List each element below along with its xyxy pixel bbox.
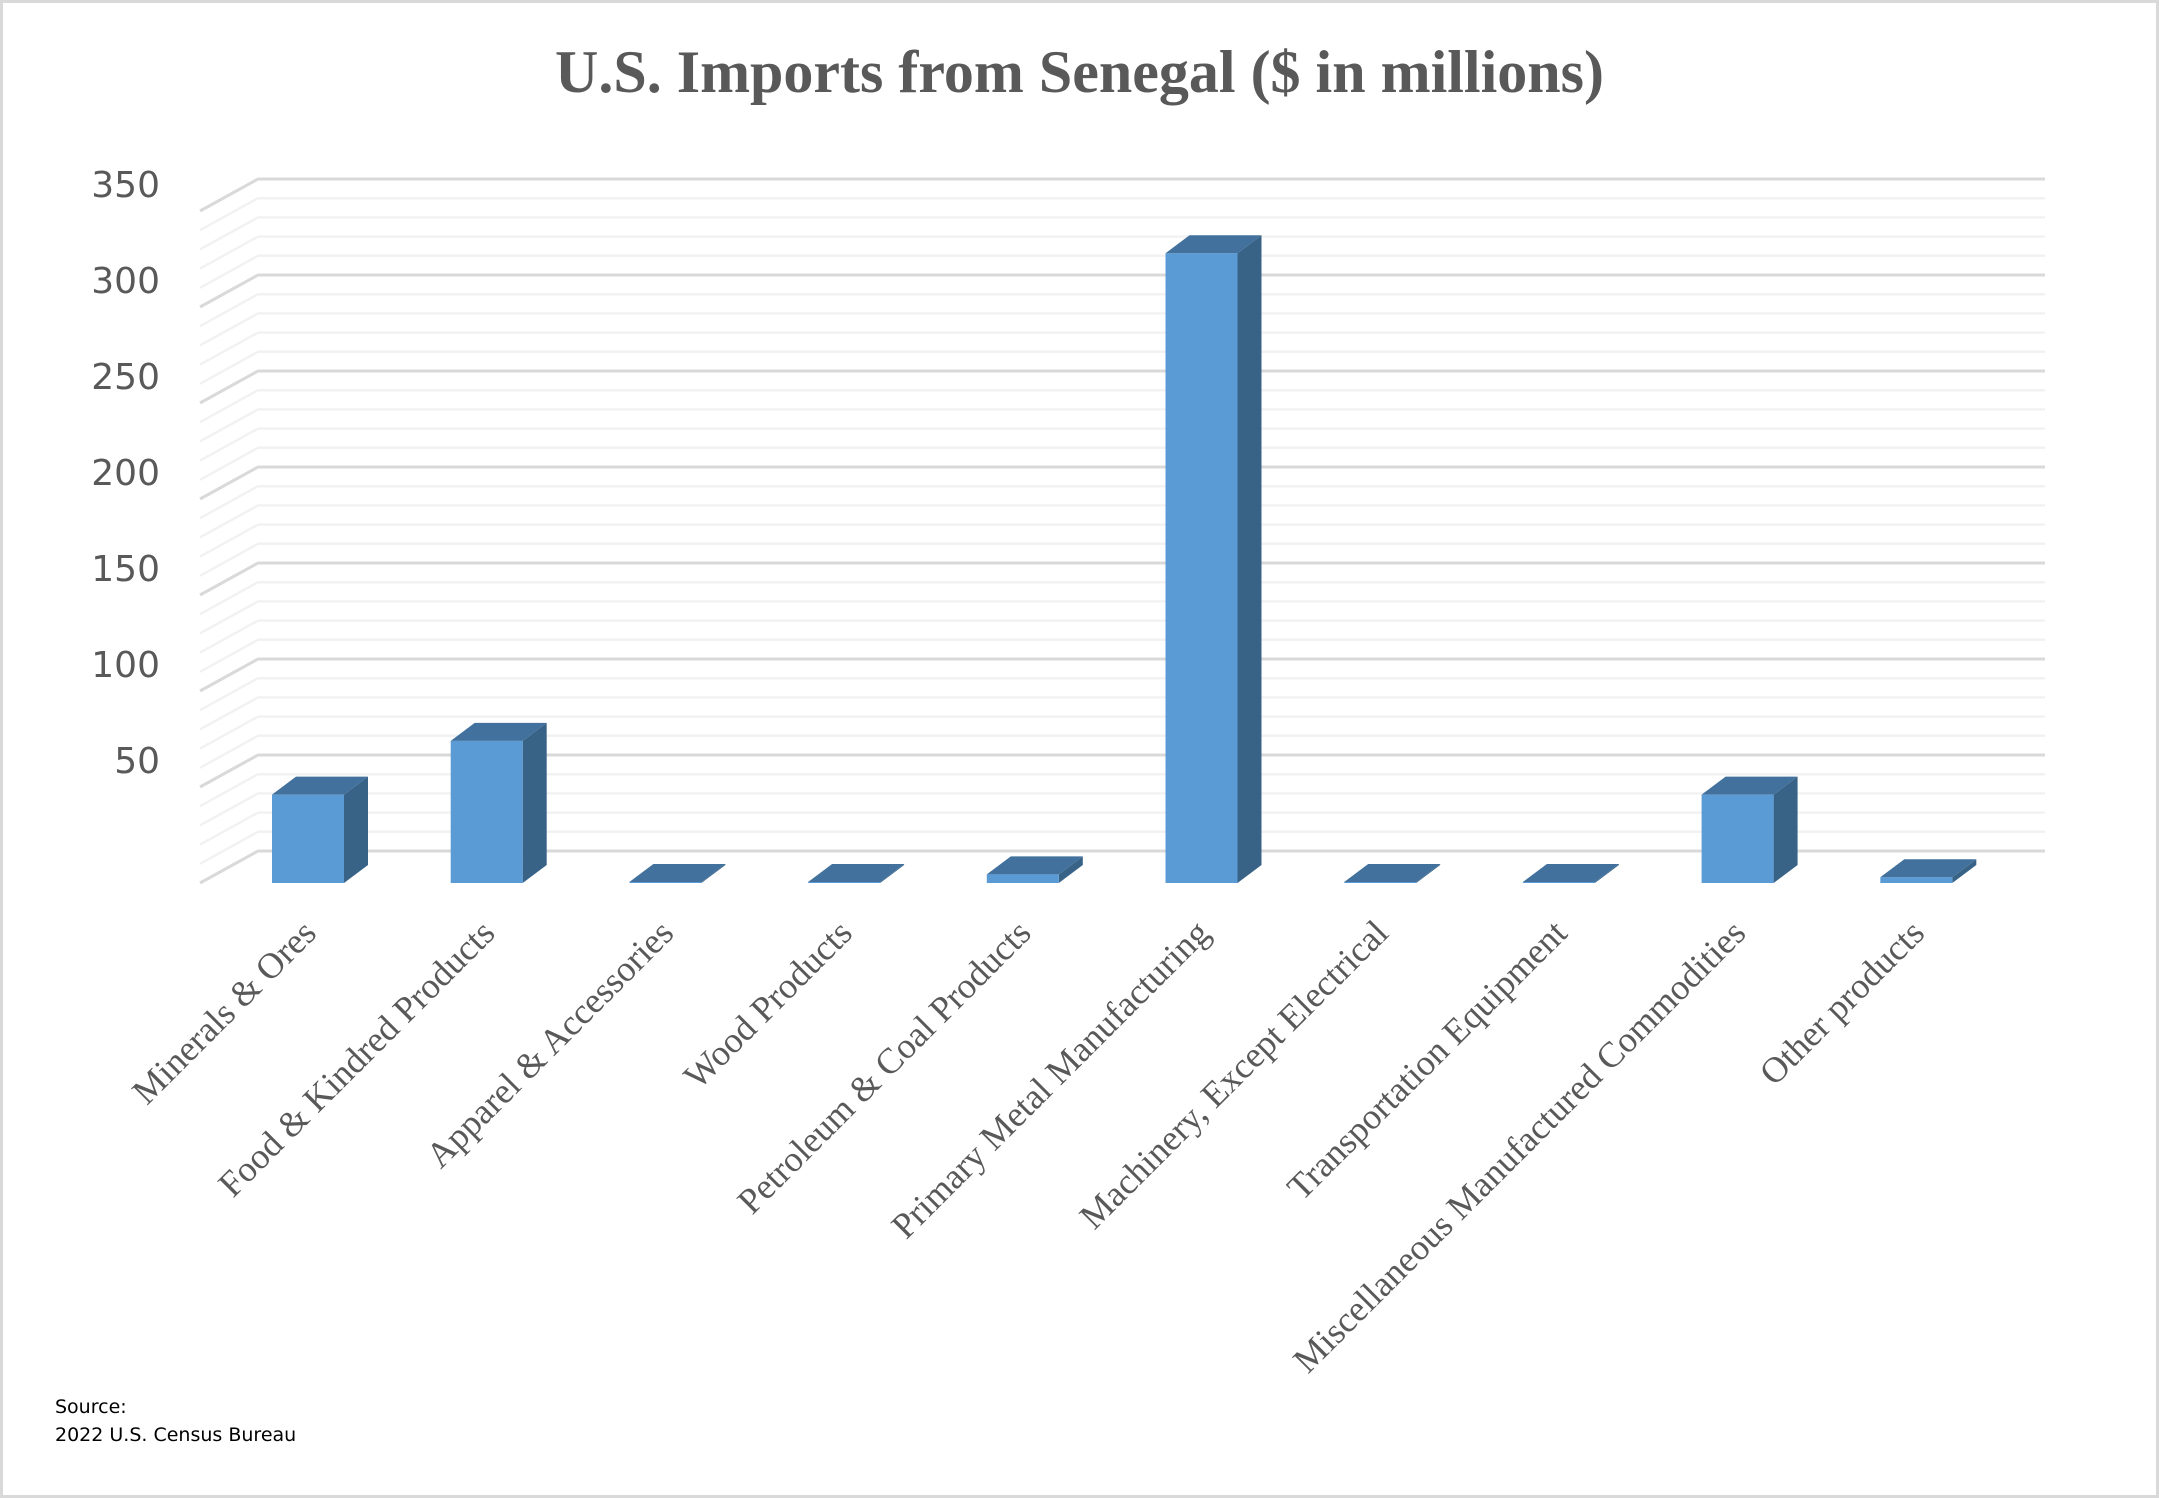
gridline-minor-side [199, 504, 259, 539]
bar [450, 740, 523, 883]
y-tick-label: 250 [91, 357, 160, 398]
gridline-minor-side [199, 254, 259, 289]
gridline-major-side [199, 561, 259, 597]
bar-top [1344, 864, 1441, 882]
bar-side [1773, 776, 1798, 883]
gridline-minor-side [199, 638, 259, 673]
bar-top [1165, 235, 1262, 254]
gridline-minor-side [199, 197, 259, 232]
gridline-minor-side [199, 773, 259, 808]
bar-top [629, 864, 726, 882]
bar-side [1952, 859, 1977, 883]
bar-side [701, 864, 726, 883]
bar [1165, 253, 1238, 884]
gridline-minor-side [199, 216, 259, 251]
y-tick-label: 100 [91, 645, 160, 686]
gridline-minor-side [199, 830, 259, 865]
bar-top [808, 864, 905, 882]
gridline-minor-side [199, 485, 259, 520]
gridline-minor-side [199, 677, 259, 712]
gridline-minor-side [199, 293, 259, 328]
gridline-minor-side [199, 389, 259, 424]
bar-side [1594, 864, 1619, 883]
x-category-label: Primary Metal Manufacturing [883, 912, 1217, 1246]
gridline-minor-side [199, 619, 259, 654]
gridline-minor-side [199, 427, 259, 462]
x-category-label: Wood Products [676, 912, 860, 1096]
bar [808, 882, 881, 883]
bar [986, 874, 1059, 883]
gridline-major-side [199, 273, 259, 309]
bar [272, 794, 344, 883]
bar-top [986, 856, 1083, 875]
gridline-minor-side [199, 523, 259, 558]
bar [1701, 794, 1774, 883]
gridline-minor-side [199, 446, 259, 481]
bar-top [1880, 859, 1977, 878]
gridline-minor-side [199, 600, 259, 635]
source-note: Source: 2022 U.S. Census Bureau [55, 1393, 296, 1449]
y-tick-label: 150 [91, 549, 160, 590]
x-category-label: Other products [1752, 912, 1932, 1092]
chart-title: U.S. Imports from Senegal ($ in millions… [555, 39, 1604, 105]
bar-top [272, 776, 368, 795]
bar-side [1416, 864, 1441, 883]
bar-top [1701, 776, 1798, 795]
gridline-minor-side [199, 542, 259, 577]
gridline-minor-side [199, 408, 259, 443]
y-tick-label: 200 [91, 453, 160, 494]
gridline-minor-side [199, 792, 259, 827]
gridline-minor-side [199, 581, 259, 616]
bar [1522, 882, 1595, 883]
gridline-minor-side [199, 715, 259, 750]
gridline-major-side [199, 753, 259, 789]
y-tick-label: 50 [114, 741, 160, 782]
bar-side [344, 776, 368, 883]
bar [629, 882, 702, 883]
gridline-minor-side [199, 235, 259, 270]
gridline-major-side [199, 849, 259, 885]
gridline-major-side [199, 657, 259, 693]
gridline-minor-side [199, 350, 259, 385]
x-category-label: Petroleum & Coal Products [729, 912, 1038, 1221]
source-text: 2022 U.S. Census Bureau [55, 1424, 297, 1446]
source-label: Source: [55, 1396, 127, 1418]
x-category-label: Machinery, Except Electrical [1072, 912, 1396, 1236]
gridline-major-side [199, 465, 259, 501]
bar [1344, 882, 1417, 883]
gridline-minor-side [199, 734, 259, 769]
gridline-minor-side [199, 811, 259, 846]
gridline-major-side [199, 177, 259, 213]
y-tick-label: 350 [91, 165, 160, 206]
bar-side [522, 722, 547, 883]
gridline-minor-side [199, 696, 259, 731]
gridline-major-side [199, 369, 259, 405]
bar-side [1237, 235, 1262, 884]
bar [1880, 877, 1953, 883]
bar-top [1522, 864, 1619, 882]
y-tick-label: 300 [91, 261, 160, 302]
bar-top [450, 722, 547, 741]
x-category-label: Minerals & Ores [124, 912, 323, 1111]
bar-side [1058, 856, 1083, 883]
bar-side [880, 864, 905, 883]
gridline-minor-side [199, 312, 259, 347]
gridline-minor-side [199, 331, 259, 366]
